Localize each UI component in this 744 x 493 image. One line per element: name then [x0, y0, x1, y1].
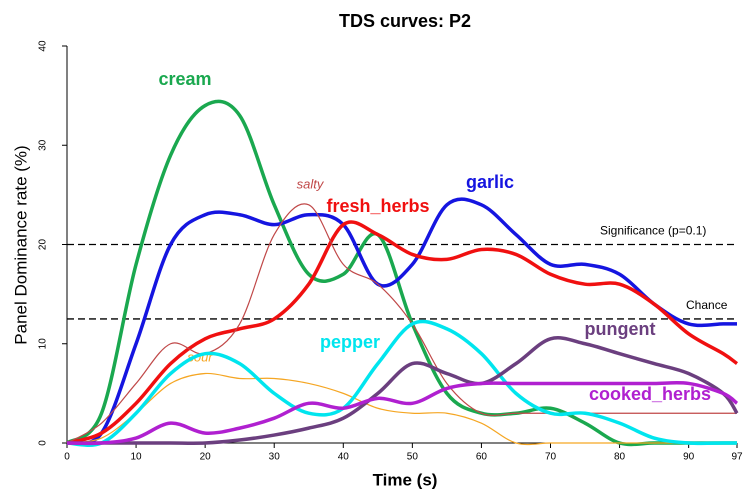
series-line [66, 372, 737, 446]
series-line [65, 99, 737, 447]
x-tick-label: 10 [131, 452, 143, 463]
x-axis-label: Time (s) [373, 470, 438, 489]
x-tick-label: 0 [64, 452, 70, 463]
series-label: garlic [466, 172, 514, 192]
x-tick-label: 80 [614, 452, 626, 463]
x-tick-label: 50 [407, 452, 419, 463]
series-label: cooked_herbs [589, 384, 711, 404]
x-tick-label: 20 [200, 452, 212, 463]
series-line [67, 336, 739, 445]
series-line [66, 380, 739, 446]
chart-title: TDS curves: P2 [339, 11, 471, 31]
x-tick-label: 30 [269, 452, 281, 463]
series-line [66, 197, 737, 446]
series-label: fresh_herbs [326, 196, 429, 216]
y-tick-label: 40 [38, 40, 49, 52]
series-label: cream [158, 69, 211, 89]
y-tick-label: 10 [38, 338, 49, 350]
y-axis-label: Panel Dominance rate (%) [11, 145, 30, 344]
series-label: salty [297, 176, 325, 191]
x-tick-label: 97 [731, 452, 743, 463]
x-tick-label: 70 [545, 452, 557, 463]
y-tick-label: 0 [38, 440, 49, 446]
y-tick-label: 30 [38, 139, 49, 151]
series-line [66, 319, 737, 447]
y-tick-label: 20 [38, 239, 49, 251]
reference-label: Significance (p=0.1) [600, 224, 706, 238]
reference-label: Chance [686, 298, 728, 312]
series-label: pepper [320, 332, 380, 352]
x-tick-label: 90 [683, 452, 695, 463]
x-tick-label: 40 [338, 452, 350, 463]
x-tick-label: 60 [476, 452, 488, 463]
series-label: pungent [585, 319, 656, 339]
series-line [66, 220, 739, 445]
